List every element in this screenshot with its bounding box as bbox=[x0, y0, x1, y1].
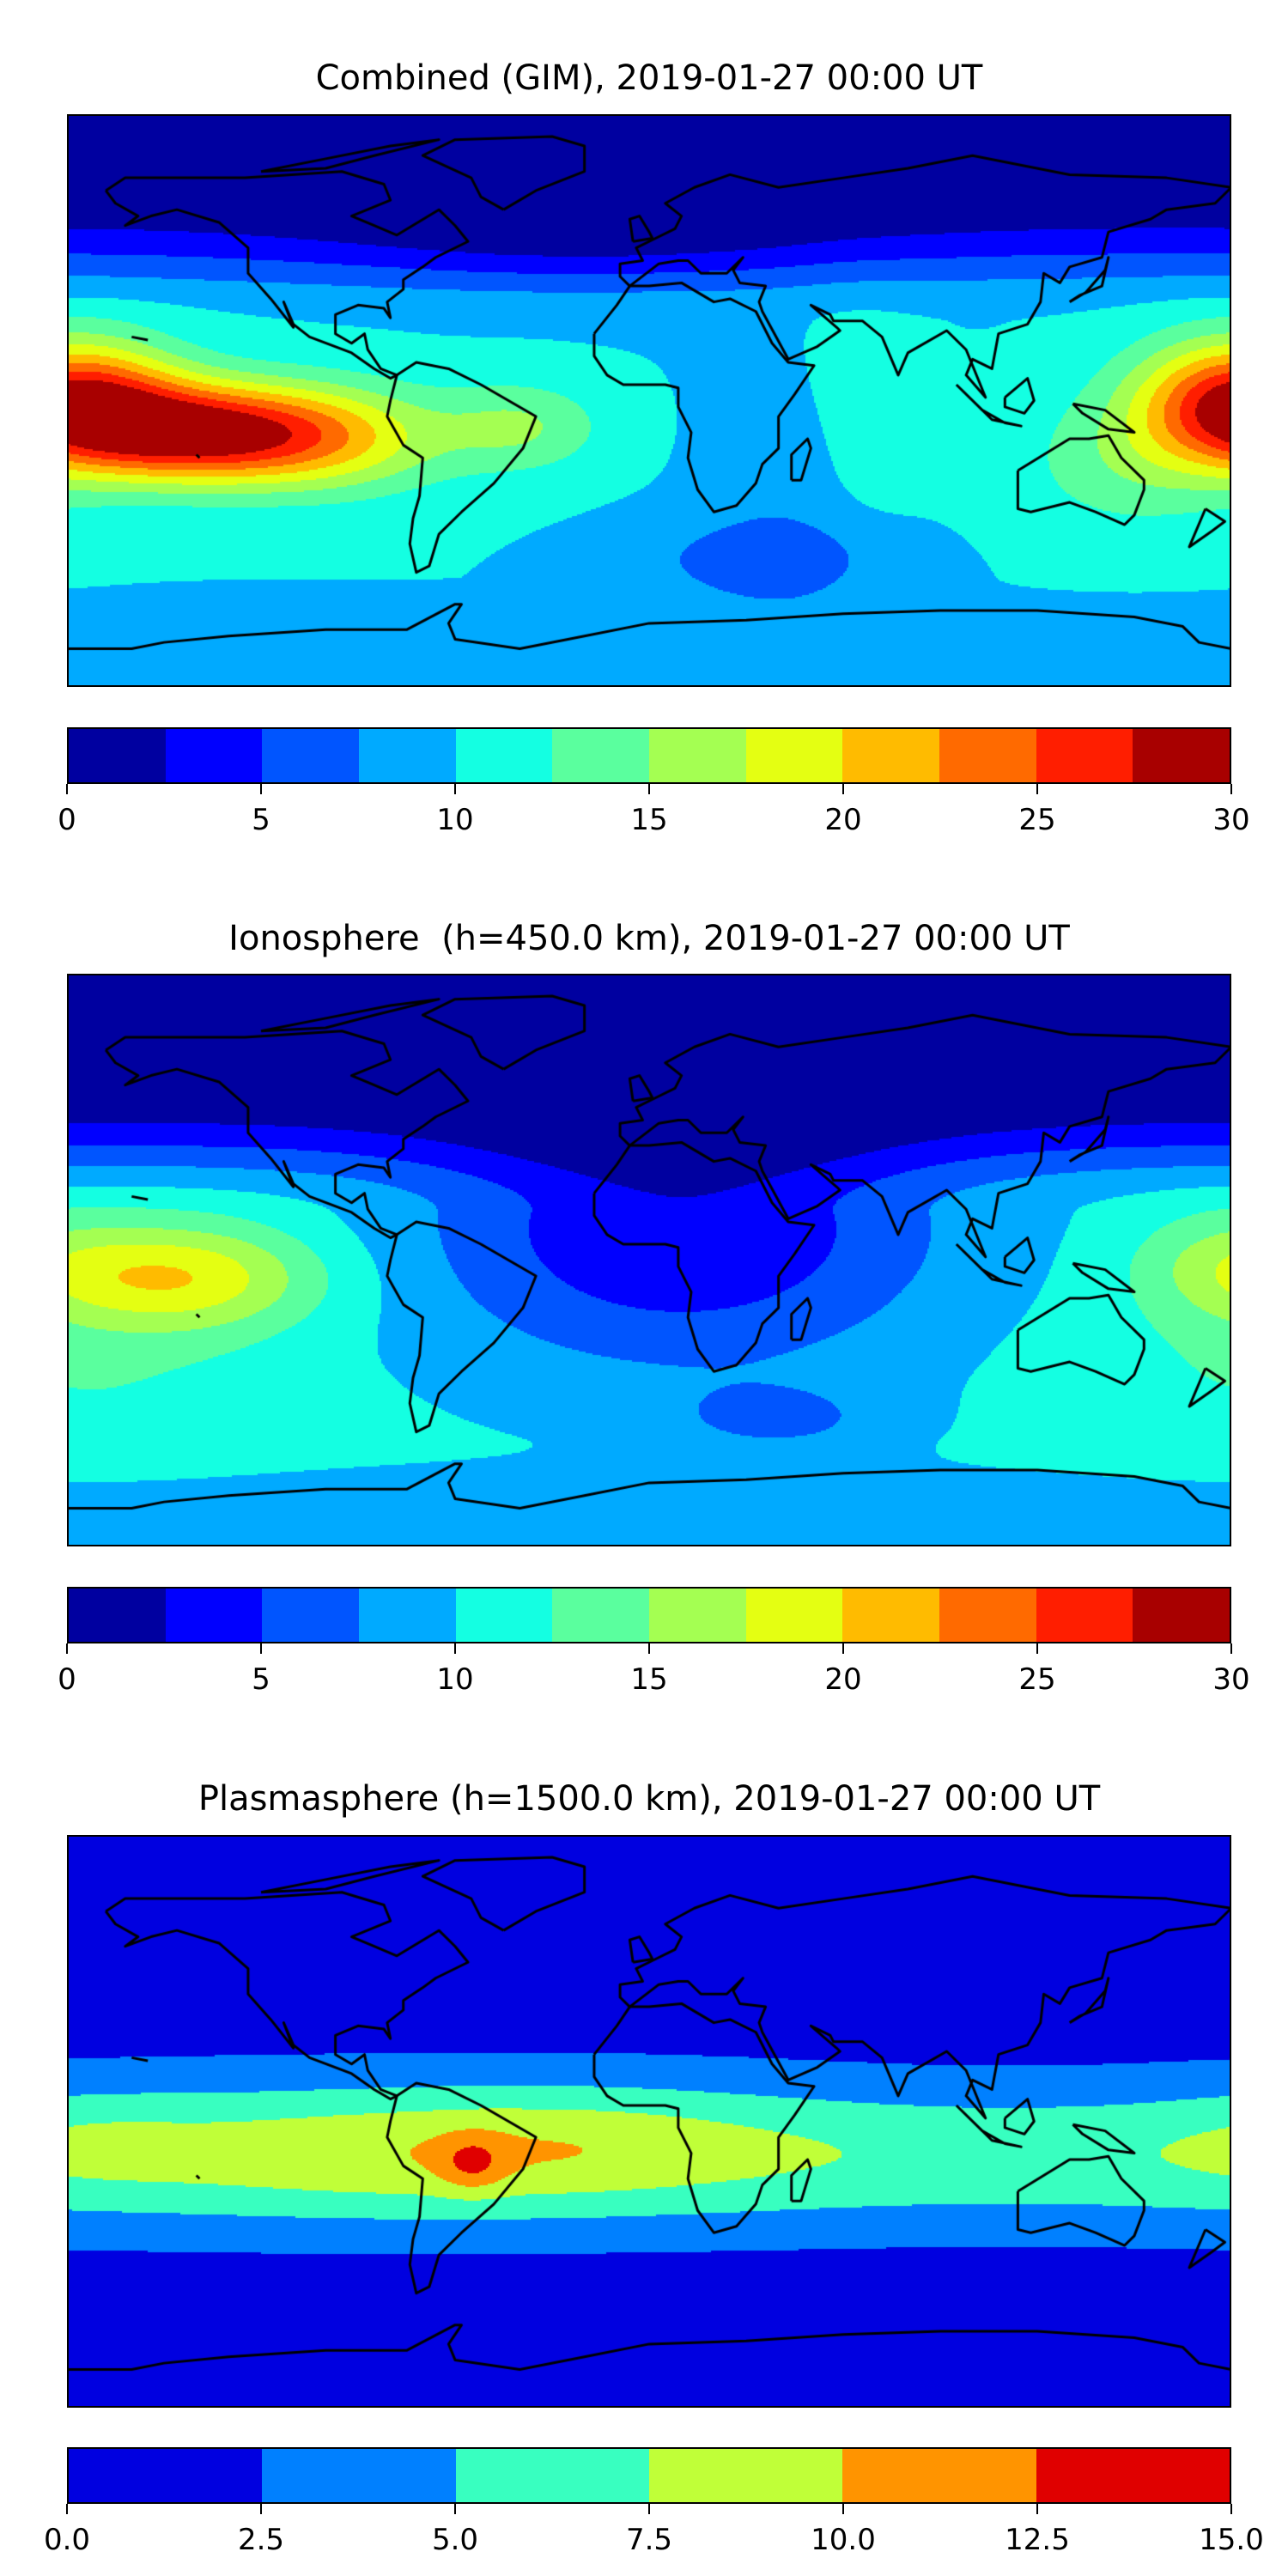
colorbar-tick-mark bbox=[454, 784, 456, 794]
colorbar-tick-mark bbox=[1230, 784, 1232, 794]
colorbar-segment bbox=[455, 1589, 553, 1642]
colorbar-tick-mark bbox=[454, 1643, 456, 1654]
panel-title: Combined (GIM), 2019-01-27 00:00 UT bbox=[315, 58, 983, 98]
colorbar-tick-label: 10 bbox=[436, 803, 474, 837]
colorbar-segment bbox=[69, 2449, 263, 2502]
colorbar-tick-mark bbox=[648, 784, 650, 794]
colorbar-segment bbox=[552, 1589, 650, 1642]
colorbar-tick-label: 15.0 bbox=[1199, 2523, 1264, 2557]
colorbar-tick-label: 7.5 bbox=[625, 2523, 673, 2557]
colorbar-tick-label: 2.5 bbox=[237, 2523, 285, 2557]
colorbar-tick-label: 15 bbox=[630, 1662, 668, 1697]
colorbar-tick-mark bbox=[1230, 2504, 1232, 2514]
colorbar-tick-mark bbox=[1036, 2504, 1038, 2514]
colorbar-segment bbox=[262, 729, 360, 782]
colorbar-segment bbox=[455, 729, 553, 782]
colorbar-tick-mark bbox=[260, 1643, 262, 1654]
colorbar-segment bbox=[649, 729, 746, 782]
colorbar-tick-label: 5 bbox=[252, 803, 270, 837]
colorbar-segment bbox=[649, 1589, 746, 1642]
colorbar-segment bbox=[1036, 1589, 1133, 1642]
colorbar-tick-mark bbox=[1036, 1643, 1038, 1654]
colorbar-tick-label: 0 bbox=[58, 803, 76, 837]
colorbar-segment bbox=[1036, 2449, 1230, 2502]
colorbar-segment bbox=[455, 2449, 649, 2502]
colorbar bbox=[67, 727, 1231, 784]
colorbar-segment bbox=[842, 1589, 940, 1642]
colorbar-segment bbox=[1133, 1589, 1230, 1642]
colorbar-ticks: 0 5 10 15 20 25 30 bbox=[58, 784, 1250, 837]
colorbar-tick-mark bbox=[66, 2504, 68, 2514]
colorbar-tick-mark bbox=[842, 1643, 844, 1654]
colorbar-tick-label: 15 bbox=[630, 803, 668, 837]
tec-map bbox=[67, 1835, 1231, 2408]
colorbar-segment bbox=[262, 1589, 360, 1642]
panel-title: Plasmasphere (h=1500.0 km), 2019-01-27 0… bbox=[197, 1779, 1101, 1819]
colorbar-tick-mark bbox=[648, 2504, 650, 2514]
colorbar-tick-label: 20 bbox=[824, 803, 862, 837]
panel-title: Ionosphere (h=450.0 km), 2019-01-27 00:0… bbox=[228, 919, 1070, 958]
colorbar-segment bbox=[552, 729, 650, 782]
colorbar-segment bbox=[262, 2449, 456, 2502]
colorbar-tick-label: 10.0 bbox=[811, 2523, 876, 2557]
contour-map-canvas bbox=[67, 974, 1231, 1546]
colorbar-tick-label: 25 bbox=[1018, 1662, 1056, 1697]
colorbar-segment bbox=[842, 2449, 1036, 2502]
colorbar-tick-mark bbox=[1036, 784, 1038, 794]
colorbar-tick-label: 0.0 bbox=[43, 2523, 91, 2557]
colorbar-tick-label: 5.0 bbox=[431, 2523, 479, 2557]
colorbar-segment bbox=[359, 1589, 456, 1642]
colorbar-tick-label: 0 bbox=[58, 1662, 76, 1697]
colorbar-tick-mark bbox=[66, 784, 68, 794]
colorbar bbox=[67, 2447, 1231, 2504]
colorbar-segment bbox=[939, 1589, 1036, 1642]
colorbar-tick-label: 12.5 bbox=[1005, 2523, 1070, 2557]
colorbar-tick-mark bbox=[260, 784, 262, 794]
colorbar-segment bbox=[745, 1589, 843, 1642]
contour-map-canvas bbox=[67, 114, 1231, 687]
colorbar-tick-label: 25 bbox=[1018, 803, 1056, 837]
colorbar-ticks: 0.0 2.5 5.0 7.5 10.0 12.5 15.0 bbox=[44, 2504, 1264, 2557]
colorbar-segment bbox=[1036, 729, 1133, 782]
colorbar-tick-label: 20 bbox=[824, 1662, 862, 1697]
colorbar-tick-label: 30 bbox=[1212, 1662, 1250, 1697]
colorbar-segment bbox=[69, 1589, 166, 1642]
colorbar-segment bbox=[745, 729, 843, 782]
colorbar-ticks: 0 5 10 15 20 25 30 bbox=[58, 1643, 1250, 1697]
colorbar-tick-mark bbox=[66, 1643, 68, 1654]
colorbar-segment bbox=[359, 729, 456, 782]
colorbar-segment bbox=[648, 2449, 843, 2502]
contour-map-canvas bbox=[67, 1835, 1231, 2408]
colorbar-tick-mark bbox=[842, 2504, 844, 2514]
colorbar-tick-mark bbox=[260, 2504, 262, 2514]
colorbar-segment bbox=[69, 729, 166, 782]
colorbar-segment bbox=[1133, 729, 1230, 782]
colorbar-tick-mark bbox=[1230, 1643, 1232, 1654]
colorbar-tick-label: 5 bbox=[252, 1662, 270, 1697]
tec-map bbox=[67, 974, 1231, 1546]
colorbar-segment bbox=[165, 1589, 263, 1642]
colorbar-segment bbox=[165, 729, 263, 782]
colorbar-tick-label: 10 bbox=[436, 1662, 474, 1697]
colorbar-tick-mark bbox=[454, 2504, 456, 2514]
tec-map bbox=[67, 114, 1231, 687]
colorbar-segment bbox=[939, 729, 1036, 782]
colorbar-tick-mark bbox=[648, 1643, 650, 1654]
colorbar-tick-mark bbox=[842, 784, 844, 794]
colorbar-segment bbox=[842, 729, 940, 782]
colorbar bbox=[67, 1587, 1231, 1643]
colorbar-tick-label: 30 bbox=[1212, 803, 1250, 837]
